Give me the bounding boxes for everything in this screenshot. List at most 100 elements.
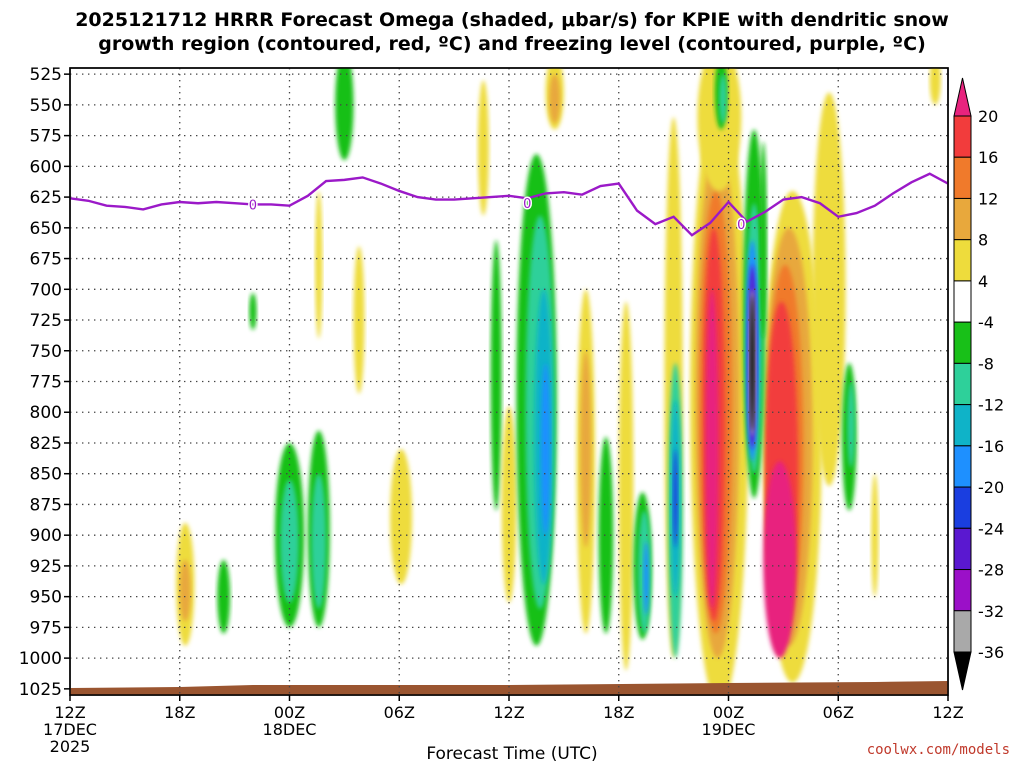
colorbar-swatch-4 xyxy=(953,239,972,282)
y-tick-label-550: 550 xyxy=(30,96,62,116)
omega-contour-4-11 xyxy=(390,449,413,585)
colorbar-swatch-8 xyxy=(953,404,972,447)
y-tick-label-1025: 1025 xyxy=(19,680,62,700)
omega-contour-4-12 xyxy=(477,80,489,216)
colorbar-label-10: -24 xyxy=(978,519,1004,538)
colorbar-label-6: -8 xyxy=(978,354,994,373)
colorbar-label-12: -32 xyxy=(978,602,1004,621)
chart-title: 2025121712 HRRR Forecast Omega (shaded, … xyxy=(0,8,1024,56)
colorbar-label-2: 12 xyxy=(978,189,998,208)
omega-contour-8-20 xyxy=(549,74,561,124)
omega-contour-4-24 xyxy=(618,301,634,671)
colorbar-label-5: -4 xyxy=(978,313,994,332)
y-tick-label-1000: 1000 xyxy=(19,649,62,669)
x-tick-label-5: 18Z xyxy=(603,703,634,722)
y-tick-label-900: 900 xyxy=(30,526,62,546)
freezing-level-line xyxy=(70,172,948,237)
omega-contour--16-18 xyxy=(541,363,551,536)
omega-contour-4-8 xyxy=(315,190,323,339)
omega-contour-4-37 xyxy=(697,68,742,191)
omega-contour--4-23 xyxy=(598,436,614,634)
terrain-ground xyxy=(70,681,948,695)
omega-contour--8-7 xyxy=(311,473,327,609)
y-axis: 525 550 575 600 625 650 675 700 725 750 775 800 825 8… xyxy=(19,65,70,700)
colorbar-swatch-7 xyxy=(953,362,972,406)
x-tick-sublabel-0-0: 17DEC xyxy=(43,720,97,739)
y-tick-label-600: 600 xyxy=(30,157,62,177)
y-tick-label-575: 575 xyxy=(30,127,62,147)
omega-contour--16-27 xyxy=(643,541,649,616)
colorbar-swatch-2 xyxy=(953,156,972,199)
title-line-2: growth region (contoured, red, ºC) and f… xyxy=(98,33,926,55)
colorbar-label-0: 20 xyxy=(978,107,998,126)
omega-contour--4-51 xyxy=(759,141,767,339)
y-tick-label-700: 700 xyxy=(30,280,62,300)
grid-lines xyxy=(70,68,948,695)
x-tick-sublabel-6-0: 19DEC xyxy=(702,720,756,739)
omega-contour--4-13 xyxy=(490,240,502,511)
x-tick-label-3: 06Z xyxy=(384,703,415,722)
omega-contour-4-56 xyxy=(929,68,941,105)
site-credit[interactable]: coolwx.com/models xyxy=(866,742,1010,758)
x-tick-label-6: 00Z xyxy=(713,703,744,722)
y-tick-label-625: 625 xyxy=(30,188,62,208)
terrain-fill xyxy=(70,681,948,695)
y-tick-label-875: 875 xyxy=(30,495,62,515)
omega-contour-8-22 xyxy=(580,350,592,548)
colorbar-swatch-13 xyxy=(953,610,972,653)
y-tick-label-850: 850 xyxy=(30,465,62,485)
colorbar-label-3: 8 xyxy=(978,231,988,250)
x-tick-label-0: 12Z xyxy=(54,703,85,722)
omega-contour-8-1 xyxy=(179,559,191,622)
omega-contour--20-31 xyxy=(673,449,678,548)
x-tick-label-4: 12Z xyxy=(493,703,524,722)
y-tick-label-675: 675 xyxy=(30,250,62,270)
title-line-1: 2025121712 HRRR Forecast Omega (shaded, … xyxy=(75,9,949,31)
colorbar-swatch-12 xyxy=(953,569,972,612)
y-tick-label-775: 775 xyxy=(30,373,62,393)
freezing-level-label-2: 0 xyxy=(737,218,745,233)
y-tick-label-925: 925 xyxy=(30,557,62,577)
freezing-level-label-0: 0 xyxy=(249,198,257,213)
y-tick-label-650: 650 xyxy=(30,219,62,239)
x-tick-label-2: 00Z xyxy=(274,703,305,722)
omega-contour--8-39 xyxy=(719,74,727,124)
colorbar-swatch-1 xyxy=(953,115,972,158)
omega-contour--4-9 xyxy=(335,68,354,161)
colorbar-swatch-9 xyxy=(953,445,972,488)
omega-contour--4-3 xyxy=(249,292,257,330)
x-tick-sublabel-2-0: 18DEC xyxy=(263,720,317,739)
colorbar-label-11: -28 xyxy=(978,561,1004,580)
y-tick-label-825: 825 xyxy=(30,434,62,454)
x-tick-label-8: 12Z xyxy=(932,703,963,722)
y-tick-label-800: 800 xyxy=(30,403,62,423)
x-tick-label-1: 18Z xyxy=(164,703,195,722)
colorbar-swatch-6 xyxy=(953,321,972,364)
colorbar-swatch-11 xyxy=(953,527,972,571)
freezing-level-label-1: 0 xyxy=(523,197,531,212)
y-tick-label-725: 725 xyxy=(30,311,62,331)
y-tick-label-950: 950 xyxy=(30,588,62,608)
colorbar: 20 16 12 8 4 -4 -8 -12 -16 -20 -24 -28 -32 -36 xyxy=(953,77,1004,691)
omega-contour--36-50 xyxy=(750,295,755,431)
colorbar-label-7: -12 xyxy=(978,396,1004,415)
colorbar-label-4: 4 xyxy=(978,272,988,291)
omega-contour-20-44 xyxy=(763,461,797,659)
x-tick-sublabel-0-1: 2025 xyxy=(50,737,91,756)
x-axis-title: Forecast Time (UTC) xyxy=(426,744,598,764)
y-tick-label-750: 750 xyxy=(30,342,62,362)
colorbar-label-1: 16 xyxy=(978,148,998,167)
omega-shading xyxy=(176,68,941,695)
x-tick-label-7: 06Z xyxy=(823,703,854,722)
omega-contour--4-2 xyxy=(217,559,231,634)
y-tick-label-525: 525 xyxy=(30,65,62,85)
colorbar-label-8: -16 xyxy=(978,437,1004,456)
colorbar-bottom-arrow xyxy=(953,651,972,691)
y-tick-label-975: 975 xyxy=(30,618,62,638)
colorbar-swatch-10 xyxy=(953,486,972,529)
omega-contour-4-52 xyxy=(812,92,846,486)
omega-contour--8-54 xyxy=(847,381,855,468)
freezing-level-contour: 0 0 0 xyxy=(70,172,948,237)
